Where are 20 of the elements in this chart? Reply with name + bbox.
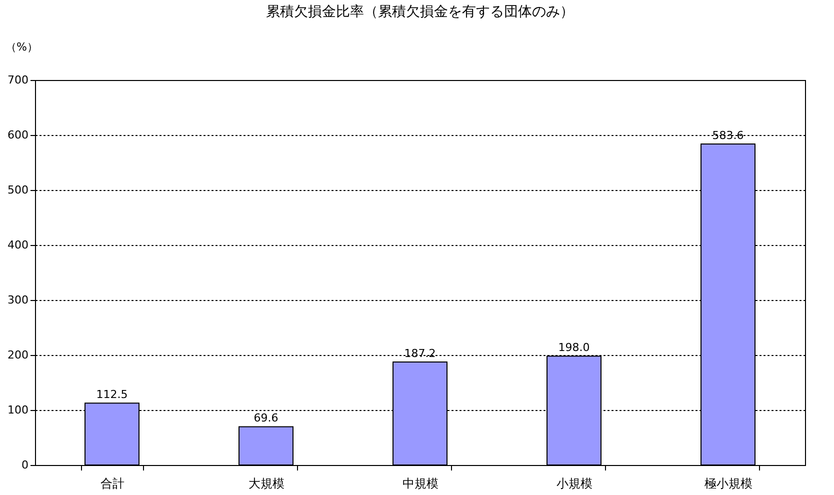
x-tick-label: 大規模 [248,476,284,490]
data-label: 198.0 [558,341,590,354]
x-tick-label: 小規模 [556,476,592,490]
data-label: 69.6 [254,412,278,425]
y-tick-label: 0 [22,458,28,472]
y-tick-label: 400 [8,238,28,252]
bar [238,426,294,466]
data-label: 583.6 [712,129,744,142]
x-tick-label: 合計 [100,476,124,490]
y-tick-label: 100 [8,404,28,416]
y-tick-label: 300 [8,294,28,306]
y-tick-label: 200 [8,348,28,362]
y-tick-label: 500 [8,184,28,196]
x-tick-label: 中規模 [402,476,438,490]
data-label: 112.5 [96,388,128,402]
y-axis-title: （%） [6,40,38,54]
chart-title: 累積欠損金比率（累積欠損金を有する団体のみ） [266,4,574,20]
x-tick-label: 極小規模 [704,476,752,490]
y-tick-label: 700 [8,74,28,86]
y-tick-label: 600 [8,128,28,142]
